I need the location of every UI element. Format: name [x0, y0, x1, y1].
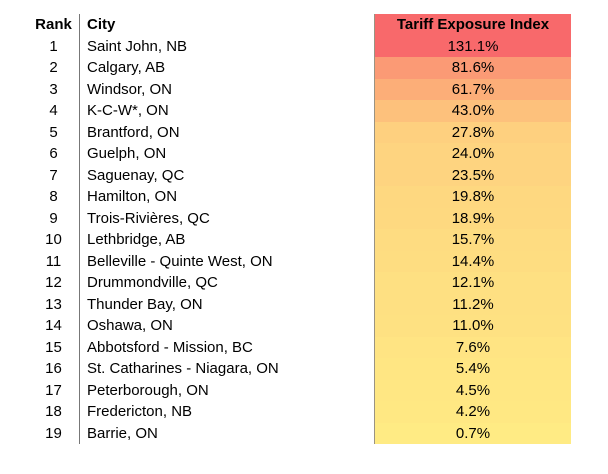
rank-cell: 6 [49, 145, 58, 162]
city-cell: Drummondville, QC [79, 272, 374, 294]
city-cell: Saint John, NB [79, 35, 374, 57]
value-cell: 14.4% [374, 250, 571, 272]
rank-cell: 4 [49, 102, 58, 119]
rank-cell: 8 [49, 188, 58, 205]
city-cell: Abbotsford - Mission, BC [79, 336, 374, 358]
city-cell: Peterborough, ON [79, 379, 374, 401]
value-cell: 24.0% [374, 143, 571, 165]
rank-cell: 1 [49, 37, 58, 55]
table-row: 5 Brantford, ON 27.8% [28, 121, 571, 143]
table-row: 18 Fredericton, NB 4.2% [28, 401, 571, 423]
city-cell: Barrie, ON [79, 422, 374, 444]
value-cell: 5.4% [374, 358, 571, 380]
value-cell: 18.9% [374, 207, 571, 229]
table-header-row: Rank City Tariff Exposure Index [28, 14, 571, 36]
table-row: 19 Barrie, ON 0.7% [28, 422, 571, 444]
table-row: 16 St. Catharines - Niagara, ON 5.4% [28, 358, 571, 380]
city-cell: Saguenay, QC [79, 164, 374, 186]
rank-cell: 10 [45, 231, 62, 248]
value-cell: 11.0% [374, 315, 571, 337]
table-row: 10 Lethbridge, AB 15.7% [28, 229, 571, 251]
value-cell: 61.7% [374, 78, 571, 100]
rank-cell: 15 [45, 338, 62, 356]
value-cell: 12.1% [374, 272, 571, 294]
table-row: 1 Saint John, NB 131.1% [28, 35, 571, 57]
table-row: 9 Trois-Rivières, QC 18.9% [28, 207, 571, 229]
value-cell: 19.8% [374, 186, 571, 208]
table-row: 2 Calgary, AB 81.6% [28, 57, 571, 79]
value-cell: 0.7% [374, 422, 571, 444]
city-cell: Oshawa, ON [79, 315, 374, 337]
table-row: 15 Abbotsford - Mission, BC 7.6% [28, 336, 571, 358]
rank-cell: 18 [45, 403, 62, 420]
city-column-header: City [79, 14, 374, 36]
value-cell: 43.0% [374, 100, 571, 122]
city-cell: Trois-Rivières, QC [79, 207, 374, 229]
table-row: 6 Guelph, ON 24.0% [28, 143, 571, 165]
value-cell: 4.2% [374, 401, 571, 423]
table-row: 4 K-C-W*, ON 43.0% [28, 100, 571, 122]
table-row: 7 Saguenay, QC 23.5% [28, 164, 571, 186]
rank-cell: 9 [49, 209, 58, 227]
city-cell: Brantford, ON [79, 121, 374, 143]
table-row: 13 Thunder Bay, ON 11.2% [28, 293, 571, 315]
city-cell: Belleville - Quinte West, ON [79, 250, 374, 272]
rank-cell: 12 [45, 274, 62, 291]
table-row: 3 Windsor, ON 61.7% [28, 78, 571, 100]
city-cell: K-C-W*, ON [79, 100, 374, 122]
rank-cell: 5 [49, 123, 58, 141]
city-cell: Lethbridge, AB [79, 229, 374, 251]
value-cell: 27.8% [374, 121, 571, 143]
value-cell: 131.1% [374, 35, 571, 57]
city-cell: Windsor, ON [79, 78, 374, 100]
rank-cell: 17 [45, 381, 62, 399]
rank-cell: 16 [45, 360, 62, 377]
rank-cell: 14 [45, 317, 62, 334]
value-cell: 23.5% [374, 164, 571, 186]
table-body: 1 Saint John, NB 131.1% 2 Calgary, AB 81.6% 3 W… [28, 35, 571, 444]
table-row: 12 Drummondville, QC 12.1% [28, 272, 571, 294]
value-cell: 81.6% [374, 57, 571, 79]
city-cell: Calgary, AB [79, 57, 374, 79]
value-column-header: Tariff Exposure Index [374, 14, 571, 36]
rank-cell: 19 [45, 424, 62, 442]
table-row: 17 Peterborough, ON 4.5% [28, 379, 571, 401]
city-cell: Guelph, ON [79, 143, 374, 165]
table-row: 8 Hamilton, ON 19.8% [28, 186, 571, 208]
city-cell: St. Catharines - Niagara, ON [79, 358, 374, 380]
rank-cell: 7 [49, 166, 58, 184]
city-cell: Fredericton, NB [79, 401, 374, 423]
value-cell: 15.7% [374, 229, 571, 251]
rank-cell: 13 [45, 295, 62, 313]
tariff-exposure-table: Rank City Tariff Exposure Index 1 Saint J… [28, 14, 571, 444]
value-cell: 7.6% [374, 336, 571, 358]
value-cell: 4.5% [374, 379, 571, 401]
city-cell: Hamilton, ON [79, 186, 374, 208]
value-cell: 11.2% [374, 293, 571, 315]
rank-cell: 11 [45, 252, 62, 270]
rank-cell: 3 [49, 80, 58, 98]
rank-cell: 2 [49, 59, 58, 76]
city-cell: Thunder Bay, ON [79, 293, 374, 315]
rank-column-header: Rank [35, 16, 72, 33]
table-row: 11 Belleville - Quinte West, ON 14.4% [28, 250, 571, 272]
table-row: 14 Oshawa, ON 11.0% [28, 315, 571, 337]
